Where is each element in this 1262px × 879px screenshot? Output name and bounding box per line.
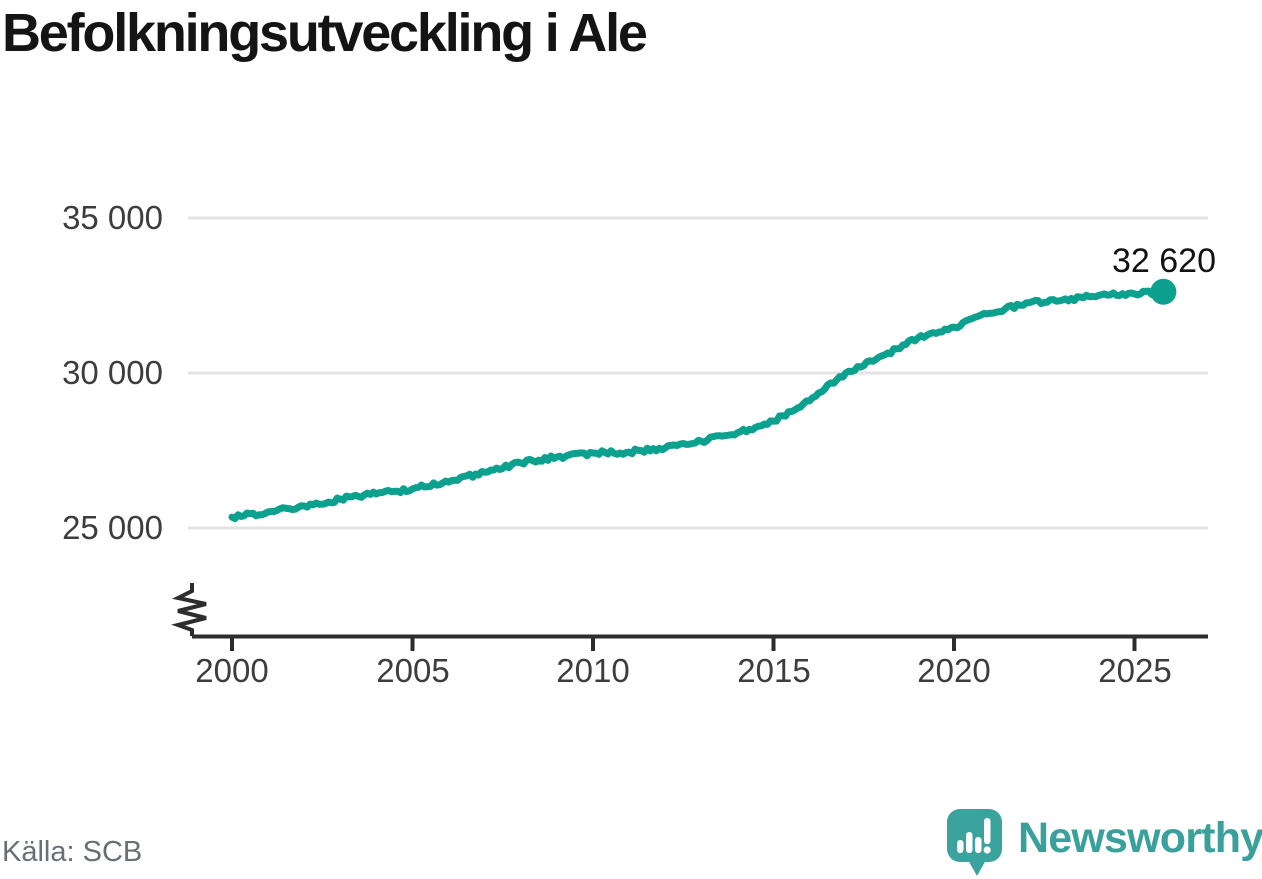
x-axis-ticks <box>230 636 1137 651</box>
axis-break-icon <box>171 583 207 636</box>
y-tick-label: 25 000 <box>62 509 163 546</box>
data-line <box>228 287 1167 523</box>
newsworthy-wordmark: Newsworthy <box>1018 814 1262 862</box>
end-point-marker <box>1150 278 1177 305</box>
grid-lines <box>188 216 1208 530</box>
source-note: Källa: SCB <box>2 836 143 868</box>
x-tick-label: 2025 <box>1098 652 1172 689</box>
x-tick-label: 2015 <box>737 652 811 689</box>
y-tick-label: 35 000 <box>62 199 163 236</box>
x-tick-label: 2010 <box>556 652 630 689</box>
newsworthy-logo-icon <box>947 809 1002 876</box>
x-tick-label: 2005 <box>376 652 450 689</box>
newsworthy-logo: Newsworthy <box>946 806 1262 878</box>
y-tick-label: 30 000 <box>62 354 163 391</box>
end-value-label: 32 620 <box>1112 242 1216 280</box>
x-tick-label: 2000 <box>195 652 269 689</box>
page-title: Befolkningsutveckling i Ale <box>2 3 648 63</box>
x-tick-label: 2020 <box>917 652 991 689</box>
